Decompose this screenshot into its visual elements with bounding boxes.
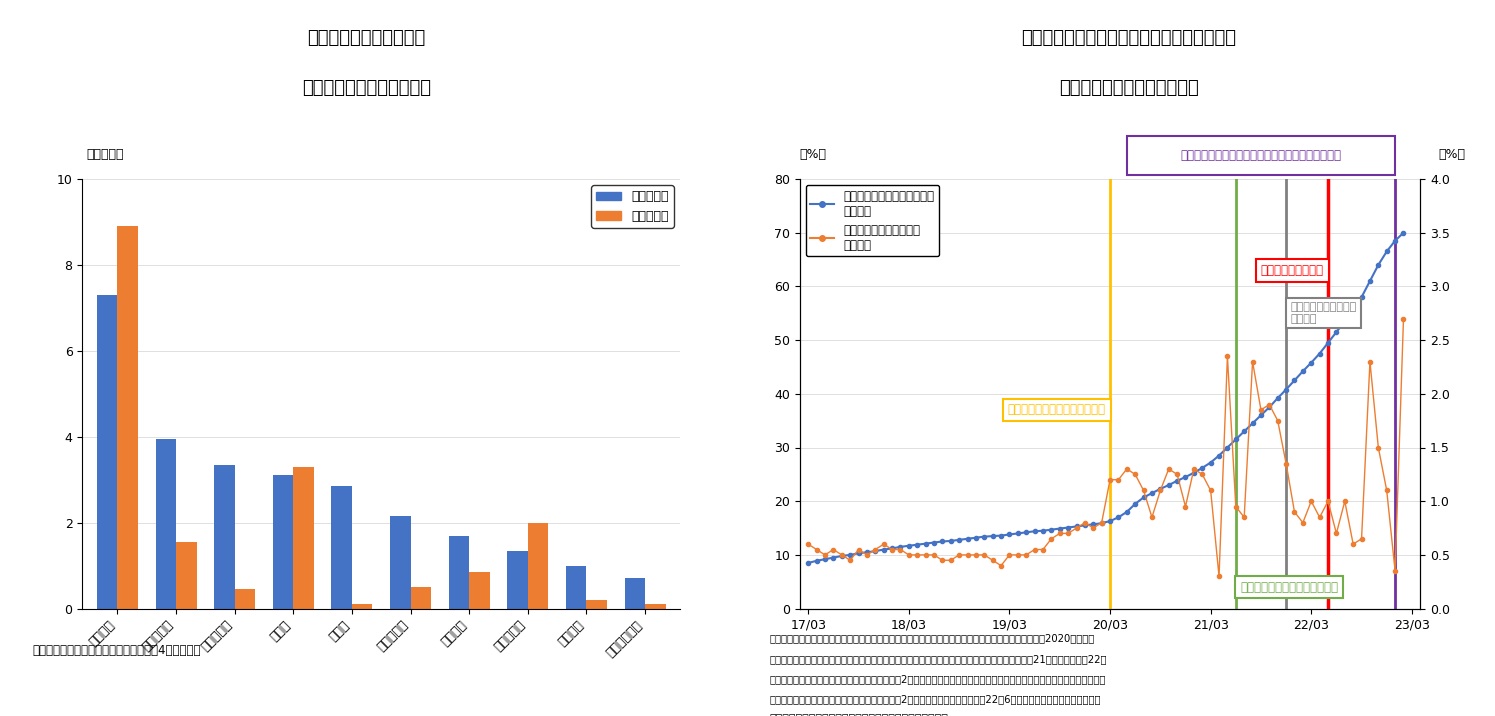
Bar: [155, 439, 176, 609]
Bar: [332, 486, 351, 609]
Bar: [351, 604, 372, 609]
Text: マイナポイント第１弾受付開始: マイナポイント第１弾受付開始: [1008, 403, 1106, 417]
Text: （%）: （%）: [1438, 148, 1465, 161]
Text: （図表１）　主な物品の: （図表１） 主な物品の: [306, 29, 426, 47]
Legend: 拾得届点数, 遺失届点数: 拾得届点数, 遺失届点数: [592, 185, 674, 228]
Bar: [567, 566, 586, 609]
Text: （資料）総務省「マイナンバーカードの交付状況について」: （資料）総務省「マイナンバーカードの交付状況について」: [770, 714, 949, 716]
Bar: [411, 587, 431, 609]
Bar: [625, 578, 644, 609]
Bar: [214, 465, 235, 609]
Text: マイナポイント第２弾受付開始: マイナポイント第２弾受付開始: [1239, 581, 1338, 594]
Text: マイナポイント第２弾の対象となるカード申請終了: マイナポイント第２弾の対象となるカード申請終了: [1181, 149, 1341, 163]
Text: （図表２）　マイナンバーカードの交付率と: （図表２） マイナンバーカードの交付率と: [1021, 29, 1236, 47]
Bar: [97, 295, 118, 609]
Bar: [528, 523, 549, 609]
Text: 対前月比交付率の伸びの推移: 対前月比交付率の伸びの推移: [1058, 79, 1199, 97]
Text: 拾得届と遺失届の受理状況: 拾得届と遺失届の受理状況: [302, 79, 431, 97]
Text: １月より、同じ特典を「マイナポイント第2弾」として付与していた。そのため、マイナポイント第１弾の終了時期は: １月より、同じ特典を「マイナポイント第2弾」として付与していた。そのため、マイナ…: [770, 674, 1106, 684]
Text: （注）対前月比交付率の伸びとは、対象月の交付率とその前月の交付率の差。また、対前月比のうち、2020年以前は: （注）対前月比交付率の伸びとは、対象月の交付率とその前月の交付率の差。また、対前…: [770, 634, 1096, 644]
Text: マイナポイント第１弾
受付終了: マイナポイント第１弾 受付終了: [1290, 302, 1356, 324]
Bar: [586, 600, 607, 609]
Bar: [235, 589, 256, 609]
Bar: [118, 226, 138, 609]
Bar: [644, 604, 665, 609]
Legend: マイナンバーカードの交付率
（左軸）, 対前月比交付率の伸び率
（右軸）: マイナンバーカードの交付率 （左軸）, 対前月比交付率の伸び率 （右軸）: [806, 185, 939, 256]
Bar: [293, 467, 314, 609]
Text: （十万件）: （十万件）: [87, 148, 124, 161]
Bar: [507, 551, 528, 609]
Bar: [390, 516, 411, 609]
Text: 交付率の公表が毎月ごとではなかったため、対前回公表比の数字。マイナポイント第１弾は21年末に終了も、22年: 交付率の公表が毎月ごとではなかったため、対前回公表比の数字。マイナポイント第１弾…: [770, 654, 1108, 664]
Bar: [448, 536, 469, 609]
Bar: [272, 475, 293, 609]
Text: （資料）警視庁「遺失物取扱状況（令和4年度中）」: （資料）警視庁「遺失物取扱状況（令和4年度中）」: [33, 644, 202, 657]
Bar: [469, 572, 490, 609]
Text: （%）: （%）: [800, 148, 827, 161]
Text: 記載していない。また、マイナポイント第2弾は、独自施策が追加された22年6月末を「受付開始」としている。: 記載していない。また、マイナポイント第2弾は、独自施策が追加された22年6月末を…: [770, 694, 1102, 704]
Text: 健康保険証廃止公表: 健康保険証廃止公表: [1260, 263, 1325, 277]
Bar: [176, 542, 196, 609]
